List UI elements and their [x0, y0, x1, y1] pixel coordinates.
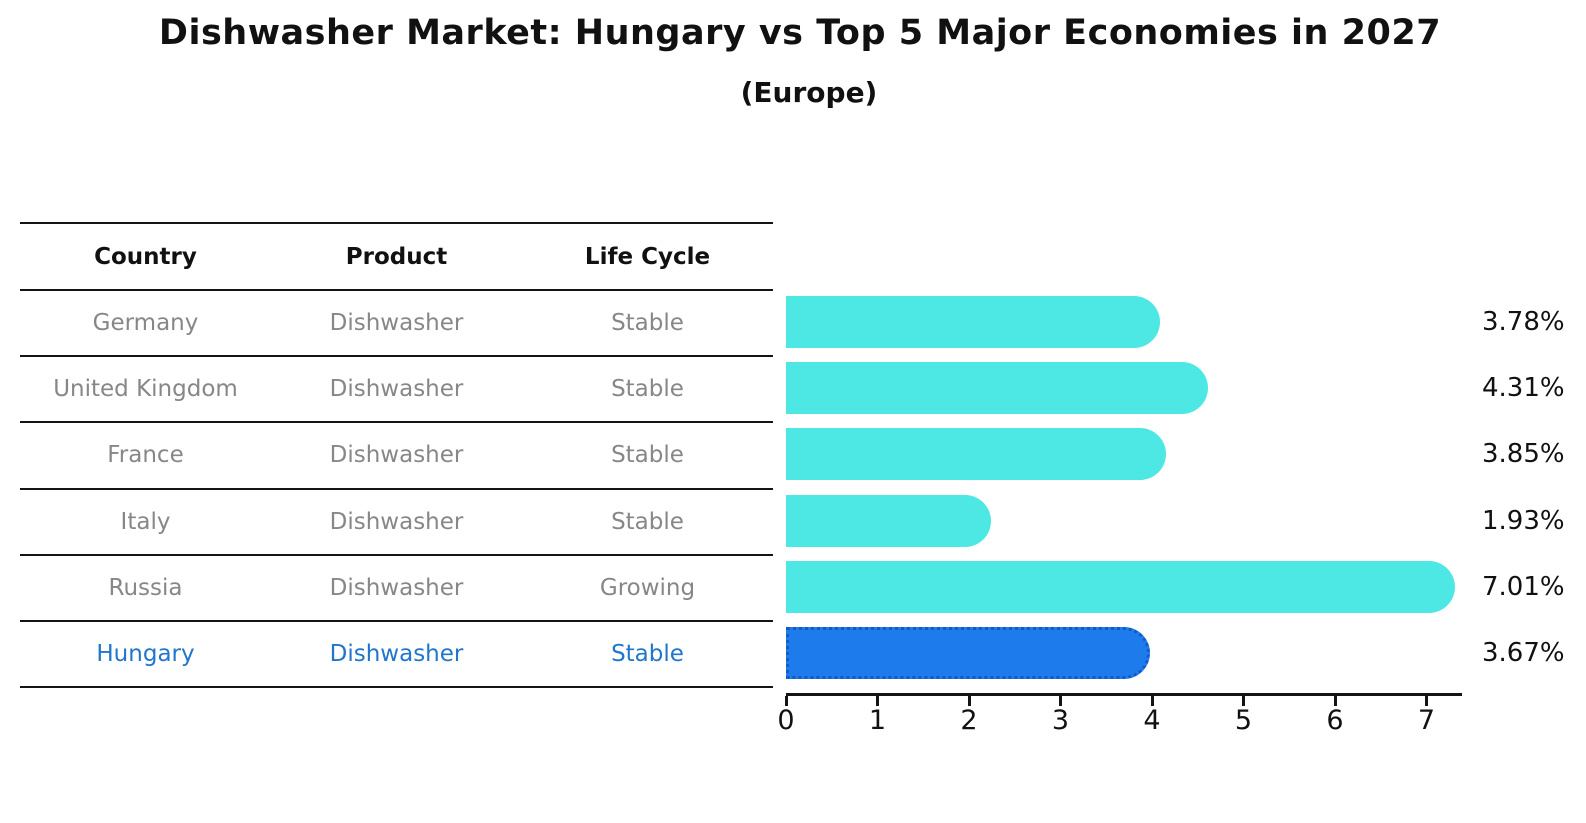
cell-country: Italy — [120, 508, 171, 535]
cell-life-cycle: Growing — [599, 574, 696, 601]
cell-life-cycle: Stable — [611, 641, 684, 668]
bar-united-kingdom — [786, 362, 1209, 415]
header-cell: Life Cycle — [584, 243, 711, 270]
table-row: Italy Dishwasher Stable — [20, 487, 773, 554]
header-cell: Product — [345, 243, 448, 270]
x-tick-mark — [1059, 696, 1062, 706]
cell-product: Dishwasher — [329, 376, 464, 403]
x-tick-mark — [876, 696, 879, 706]
table-row: France Dishwasher Stable — [20, 421, 773, 487]
x-tick-label: 4 — [1143, 705, 1161, 736]
x-tick-mark — [1333, 696, 1337, 706]
cell-product: Dishwasher — [329, 508, 464, 535]
cell-product: Dishwasher — [329, 310, 464, 337]
x-tick-mark — [1425, 696, 1428, 706]
value-label: 7.01% — [1482, 571, 1565, 602]
bar-germany — [786, 296, 1160, 348]
x-tick-label: 1 — [868, 705, 887, 736]
value-label: 3.85% — [1482, 439, 1565, 470]
x-tick-mark — [784, 696, 788, 706]
bar-italy — [786, 494, 991, 547]
cell-life-cycle: Stable — [611, 376, 684, 403]
x-tick-label: 2 — [960, 705, 978, 736]
country-table: Country Product Life Cycle Germany Dishwashe… — [20, 222, 773, 689]
cell-life-cycle: Stable — [611, 508, 684, 535]
x-tick-mark — [1150, 696, 1154, 706]
table-header-row: Country Product Life Cycle — [20, 222, 773, 289]
value-label: 3.78% — [1482, 307, 1565, 338]
table-row: Germany Dishwasher Stable — [20, 289, 773, 355]
x-tick-mark — [967, 696, 971, 706]
cell-product: Dishwasher — [329, 574, 464, 601]
x-tick-label: 5 — [1234, 705, 1253, 736]
bar-row — [786, 488, 1486, 554]
cell-country: France — [107, 442, 184, 469]
table-row: Hungary Dishwasher Stable — [20, 619, 773, 686]
cell-country: United Kingdom — [53, 376, 238, 403]
bar-hungary — [786, 627, 1150, 679]
cell-country: Hungary — [96, 641, 195, 668]
chart-subtitle: (Europe) — [740, 76, 878, 109]
x-axis-line — [786, 693, 1462, 696]
bar-chart: 3.78% 4.31% 3.85% 1.93% 7.01% 3.67% 0 1 2 3 4 5 6 7 — [777, 289, 1586, 759]
cell-product: Dishwasher — [329, 442, 464, 469]
table-row: Russia Dishwasher Growing — [20, 553, 773, 620]
value-label: 3.67% — [1482, 638, 1565, 669]
header-cell: Country — [94, 243, 197, 270]
x-tick-label: 3 — [1051, 705, 1070, 736]
x-tick-mark — [1242, 696, 1245, 706]
x-tick-label: 7 — [1417, 705, 1436, 736]
x-tick-label: 0 — [777, 705, 795, 736]
cell-product: Dishwasher — [329, 641, 464, 668]
bar-row — [786, 289, 1486, 355]
cell-country: Germany — [92, 310, 199, 337]
bar-row — [786, 355, 1486, 421]
value-label: 4.31% — [1482, 373, 1565, 404]
cell-life-cycle: Stable — [611, 442, 684, 469]
bar-row — [786, 421, 1486, 487]
value-label: 1.93% — [1482, 505, 1565, 536]
bar-france — [786, 428, 1167, 481]
cell-life-cycle: Stable — [611, 310, 684, 337]
chart-title: Dishwasher Market: Hungary vs Top 5 Majo… — [158, 13, 1442, 53]
cell-country: Russia — [108, 574, 183, 601]
bar-row — [786, 620, 1486, 686]
table-row: United Kingdom Dishwasher Stable — [20, 355, 773, 421]
bar-row — [786, 554, 1486, 620]
bar-russia — [786, 560, 1456, 613]
x-tick-label: 6 — [1326, 705, 1344, 736]
